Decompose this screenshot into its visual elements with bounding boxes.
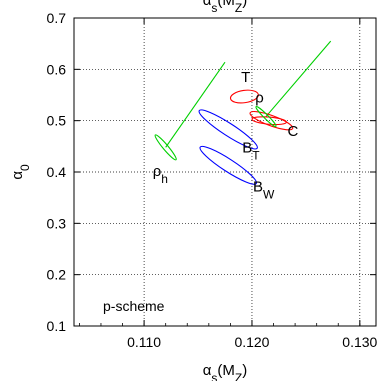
ellipse-	[249, 110, 294, 131]
y-tick-label-4: 0.5	[47, 113, 67, 129]
ellipse-t	[229, 89, 259, 104]
y-tick-label-1: 0.2	[47, 267, 67, 283]
x-tick-label-0: 0.110	[127, 334, 161, 350]
chart-title-text: αs(MZ)	[203, 0, 248, 15]
pointer-line-0	[165, 61, 226, 148]
label-h: ρh	[153, 163, 168, 186]
label-T: T	[241, 69, 250, 86]
y-tick-label-2: 0.3	[47, 215, 67, 231]
y-tick-label-3: 0.4	[47, 164, 67, 180]
ellipse-bw	[199, 145, 258, 185]
label-Bw: BW	[253, 179, 275, 202]
label-: ρ	[255, 90, 264, 107]
y-axis-label: α0	[9, 164, 32, 180]
label-Bt: BT	[242, 139, 260, 162]
axes: 0.1 0.2 0.3 0.4 0.5 0.6 0.7 0.110 0.120 0.130 αs(M…	[9, 10, 378, 385]
ellipse-bt	[198, 109, 258, 150]
x-tick-label-2: 0.130	[342, 334, 377, 350]
ellipse-h	[154, 134, 177, 161]
x-axis-label: αs(MZ)	[203, 362, 248, 381]
pointer-line-1	[265, 40, 332, 117]
grid	[74, 18, 376, 326]
y-tick-label-6: 0.7	[47, 10, 67, 26]
series-labels: Tρ C BT BW ρh	[153, 69, 299, 201]
y-tick-label-5: 0.6	[47, 61, 67, 77]
plot-marks	[154, 40, 332, 185]
label-C: C	[288, 123, 299, 140]
chart-title: αs(MZ)	[203, 0, 248, 15]
ellipse-6	[255, 105, 277, 128]
annotation-p-scheme: p-scheme	[103, 298, 165, 314]
x-tick-label-1: 0.120	[234, 334, 269, 350]
y-tick-label-0: 0.1	[47, 318, 67, 334]
